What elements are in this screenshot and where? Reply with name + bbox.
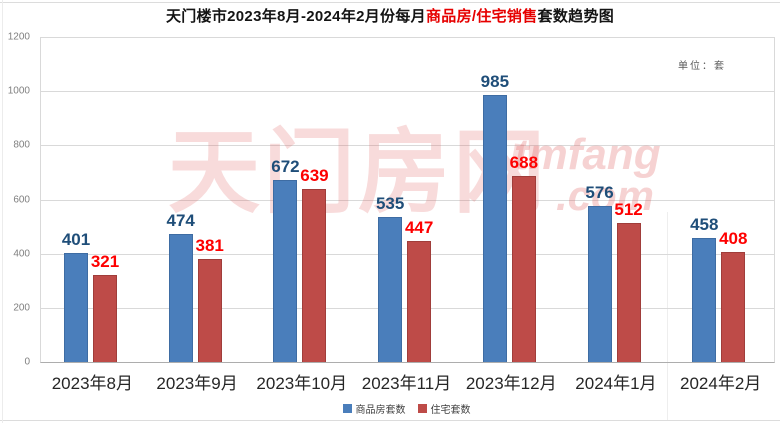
background-cell-line [667, 212, 668, 420]
bar-residential-4 [407, 240, 432, 362]
bar-value-label-residential-2: 381 [195, 235, 224, 255]
y-axis: 0 200 400 600 800 1000 1200 [0, 32, 34, 368]
left-border-line [2, 0, 3, 423]
bar-commodity-housing-3 [273, 180, 298, 362]
bars-layer: 401 321 474 381 672 639 535 447 985 688 576 512 458 4… [40, 37, 773, 362]
legend-label-residential: 住宅套数 [430, 405, 471, 416]
bar-value-label-residential-5: 688 [509, 152, 539, 172]
bar-value-label-commodity-housing-7: 458 [690, 214, 719, 234]
bar-residential-2 [197, 258, 222, 362]
bar-commodity-housing-5 [482, 95, 507, 362]
legend-swatch-residential [417, 404, 427, 413]
bar-value-label-commodity-housing-2: 474 [166, 210, 195, 230]
bar-value-label-commodity-housing-3: 672 [271, 157, 300, 176]
bar-commodity-housing-4 [378, 217, 403, 362]
gridline-1000 [41, 91, 774, 93]
legend-swatch-commodity-housing [342, 404, 352, 413]
bar-residential-7 [721, 251, 746, 362]
watermark-domain-name: tmfang [514, 130, 661, 179]
bar-commodity-housing-6 [587, 206, 612, 362]
gridline-800 [41, 145, 774, 147]
y-tick-label-800: 800 [13, 139, 30, 151]
bar-residential-1 [93, 275, 117, 362]
bar-residential-6 [616, 223, 641, 362]
unit-label: 单位：套 [678, 61, 726, 72]
bar-value-label-commodity-housing-6: 576 [585, 183, 614, 202]
x-axis-label-2: 2023年9月 [156, 374, 238, 393]
bar-commodity-housing-2 [168, 233, 193, 362]
chart-title: 天门楼市2023年8月-2024年2月份每月商品房/住宅销售套数趋势图 [0, 5, 780, 26]
x-axis: 2023年8月 2023年9月 2023年10月 2023年11月 2023年12月 20… [40, 369, 773, 393]
bar-value-label-commodity-housing-4: 535 [375, 194, 405, 214]
y-tick-label-600: 600 [13, 194, 30, 205]
chart-title-highlight: 商品房/住宅销售 [425, 8, 538, 25]
y-tick-label-0: 0 [24, 356, 30, 368]
y-tick-label-400: 400 [13, 248, 30, 260]
gridline-1200 [41, 37, 774, 38]
bar-value-label-residential-3: 639 [300, 165, 329, 185]
x-axis-label-4: 2023年11月 [361, 374, 452, 393]
bar-value-label-commodity-housing-5: 985 [480, 72, 510, 92]
bar-commodity-housing-1 [64, 253, 88, 362]
bar-value-label-residential-6: 512 [614, 200, 643, 220]
bar-residential-5 [511, 175, 536, 362]
x-axis-label-3: 2023年10月 [256, 374, 348, 393]
chart-title-prefix: 天门楼市2023年8月-2024年2月份每月 [165, 8, 426, 25]
chart-title-suffix: 套数趋势图 [537, 8, 615, 25]
bottom-border-line [0, 420, 780, 421]
bar-commodity-housing-7 [692, 237, 717, 362]
legend-item-commodity-housing: 商品房套数 [342, 401, 406, 416]
legend-item-residential: 住宅套数 [417, 401, 471, 416]
gridline-600 [41, 199, 774, 201]
y-tick-label-1200: 1200 [7, 31, 30, 43]
y-tick-label-200: 200 [13, 302, 30, 314]
y-tick-label-1000: 1000 [7, 85, 30, 97]
bar-residential-3 [302, 188, 327, 362]
bar-value-label-commodity-housing-1: 401 [61, 230, 91, 250]
x-axis-label-1: 2023年8月 [51, 374, 133, 393]
bar-value-label-residential-1: 321 [90, 252, 120, 272]
bar-value-label-residential-4: 447 [404, 217, 434, 237]
top-border-line [0, 2, 780, 3]
x-axis-label-7: 2024年2月 [680, 374, 762, 393]
x-axis-label-5: 2023年12月 [465, 374, 557, 393]
watermark-chinese: 天门房网 [168, 122, 549, 224]
bar-value-label-residential-7: 408 [719, 228, 748, 248]
legend: 商品房套数 住宅套数 [40, 401, 773, 416]
x-axis-label-6: 2024年1月 [575, 374, 657, 393]
legend-label-commodity-housing: 商品房套数 [355, 405, 406, 416]
